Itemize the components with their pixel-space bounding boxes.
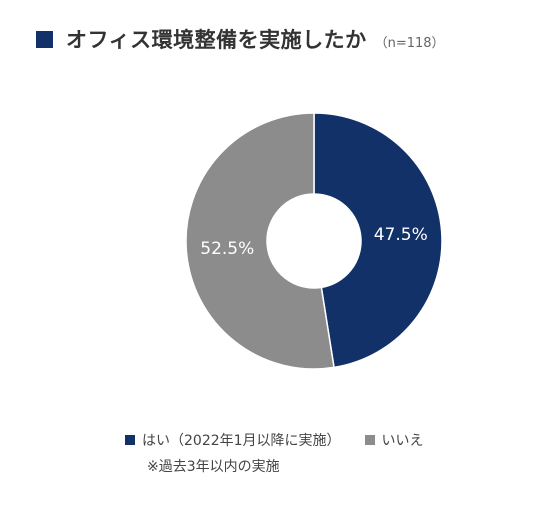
data-label-no: 52.5% [200,239,254,259]
legend-label-no: いいえ [381,433,424,449]
chart-title-row: オフィス環境整備を実施したか （n=118） [36,24,445,54]
slice-yes [313,112,443,369]
slice-no [185,112,335,370]
title-square-icon [36,30,53,48]
data-label-yes: 47.5% [374,225,428,245]
legend-label-yes: はい（2022年1月以降に実施） [142,433,341,449]
legend-item-no: いいえ [364,430,424,450]
chart-note: ※過去3年以内の実施 [147,459,280,475]
legend-swatch-yes [125,435,135,445]
legend: はい（2022年1月以降に実施） いいえ ※過去3年以内の実施 [125,429,424,476]
sample-size: （n=118） [374,35,445,51]
chart-title: オフィス環境整備を実施したか [66,28,367,52]
legend-swatch-no [364,435,375,445]
legend-item-yes: はい（2022年1月以降に実施） [125,430,341,450]
